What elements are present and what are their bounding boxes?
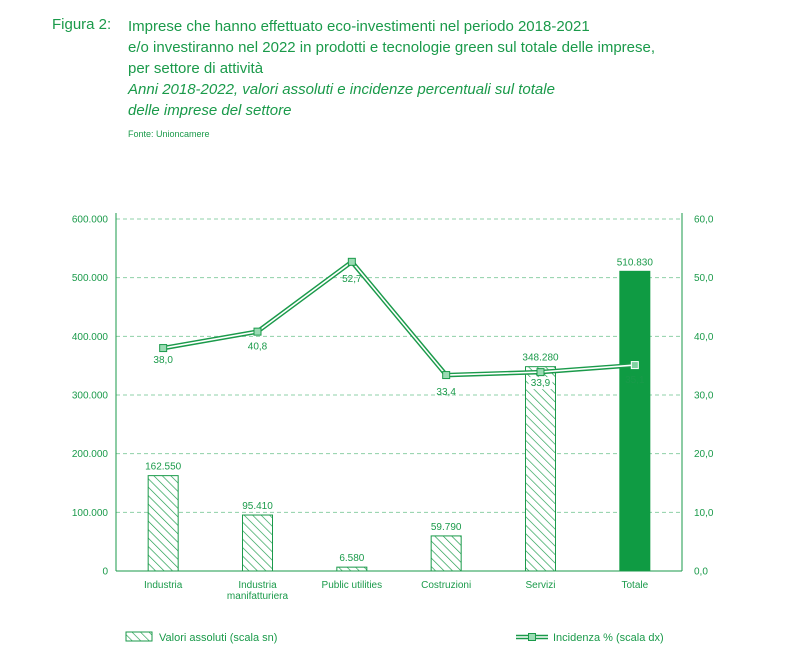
figure-title: Imprese che hanno effettuato eco-investi…	[128, 16, 768, 121]
bar-value-label: 95.410	[242, 501, 273, 512]
y-right-tick-label: 30,0	[694, 391, 714, 402]
category-label: Costruzioni	[421, 580, 471, 591]
bar-value-label: 6.580	[339, 553, 364, 564]
bar	[430, 535, 462, 572]
line-value-label: 38,0	[153, 355, 173, 366]
bar-value-label: 162.550	[145, 462, 182, 473]
y-left-tick-label: 400.000	[72, 332, 109, 343]
line-point-marker	[347, 257, 356, 266]
y-left-tick-label: 200.000	[72, 449, 109, 460]
bar-value-label: 510.830	[617, 257, 654, 268]
bar	[242, 514, 273, 572]
legend-label-bars: Valori assoluti (scala sn)	[159, 632, 277, 644]
line-value-label: 52,7	[342, 274, 362, 285]
line-point-marker	[630, 361, 639, 370]
subtitle-line: Anni 2018-2022, valori assoluti e incide…	[128, 81, 555, 98]
line-value-label: 35,1	[625, 375, 645, 386]
source-note: Fonte: Unioncamere	[128, 129, 210, 139]
title-line: e/o investiranno nel 2022 in prodotti e …	[128, 39, 656, 56]
y-right-tick-label: 50,0	[694, 273, 714, 284]
y-left-tick-label: 100.000	[72, 508, 109, 519]
y-right-tick-label: 40,0	[694, 332, 714, 343]
bar-value-label: 59.790	[431, 522, 462, 533]
bar	[147, 475, 179, 572]
bar	[525, 366, 556, 572]
category-label: Servizi	[525, 580, 555, 591]
y-left-tick-label: 600.000	[72, 215, 109, 226]
line-point-marker	[159, 344, 168, 353]
line-value-label: 40,8	[248, 342, 268, 353]
category-label: Totale	[621, 580, 648, 591]
line-value-label: 33,9	[531, 378, 551, 389]
line-point-marker	[253, 327, 262, 336]
y-right-tick-label: 0,0	[694, 567, 708, 578]
line-point-marker	[442, 371, 451, 380]
subtitle-line: delle imprese del settore	[128, 102, 292, 119]
y-right-tick-label: 10,0	[694, 508, 714, 519]
category-label: Industria	[144, 580, 183, 591]
y-left-tick-label: 500.000	[72, 273, 109, 284]
y-left-tick-label: 300.000	[72, 391, 109, 402]
label-background	[528, 377, 553, 390]
y-right-tick-label: 60,0	[694, 215, 714, 226]
bar	[336, 566, 368, 572]
legend-swatch-bars	[125, 631, 153, 642]
title-line: per settore di attività	[128, 60, 264, 77]
bar	[619, 270, 651, 572]
incidenza-line-inner	[163, 261, 635, 376]
y-left-tick-label: 0	[102, 567, 108, 578]
figure-label: Figura 2:	[52, 16, 112, 33]
y-right-tick-label: 20,0	[694, 449, 714, 460]
line-point-marker	[536, 368, 545, 377]
line-value-label: 33,4	[436, 387, 456, 398]
category-label: Industria	[238, 580, 277, 591]
bar-value-label: 348.280	[522, 353, 559, 364]
title-line: Imprese che hanno effettuato eco-investi…	[128, 18, 590, 35]
legend-swatch-marker	[528, 633, 536, 641]
legend-label-line: Incidenza % (scala dx)	[553, 632, 664, 644]
category-label: Public utilities	[322, 580, 383, 591]
category-label: manifatturiera	[227, 591, 289, 602]
